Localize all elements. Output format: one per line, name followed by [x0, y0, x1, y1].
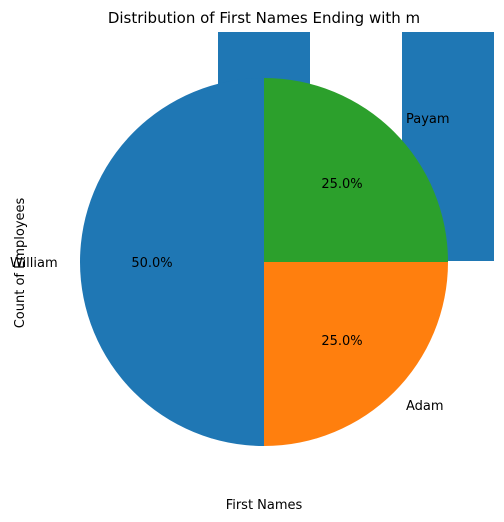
pie-slice-adam — [264, 262, 448, 446]
pie-slices — [80, 78, 448, 446]
category-label-payam: Payam — [406, 112, 450, 127]
chart-title: Distribution of First Names Ending with … — [108, 9, 420, 27]
percent-label-adam: 25.0% — [321, 334, 362, 349]
x-axis-label: First Names — [226, 498, 303, 513]
pie-slice-payam — [264, 78, 448, 262]
pie-slice-william — [80, 78, 264, 446]
percent-labels: 50.0% 25.0% 25.0% — [131, 177, 362, 349]
category-label-william: William — [10, 256, 58, 271]
category-label-adam: Adam — [406, 399, 444, 414]
percent-label-william: 50.0% — [131, 256, 172, 271]
y-axis-label: Count of Employees — [13, 197, 28, 328]
category-labels: William Adam Payam — [10, 112, 450, 414]
percent-label-payam: 25.0% — [321, 177, 362, 192]
